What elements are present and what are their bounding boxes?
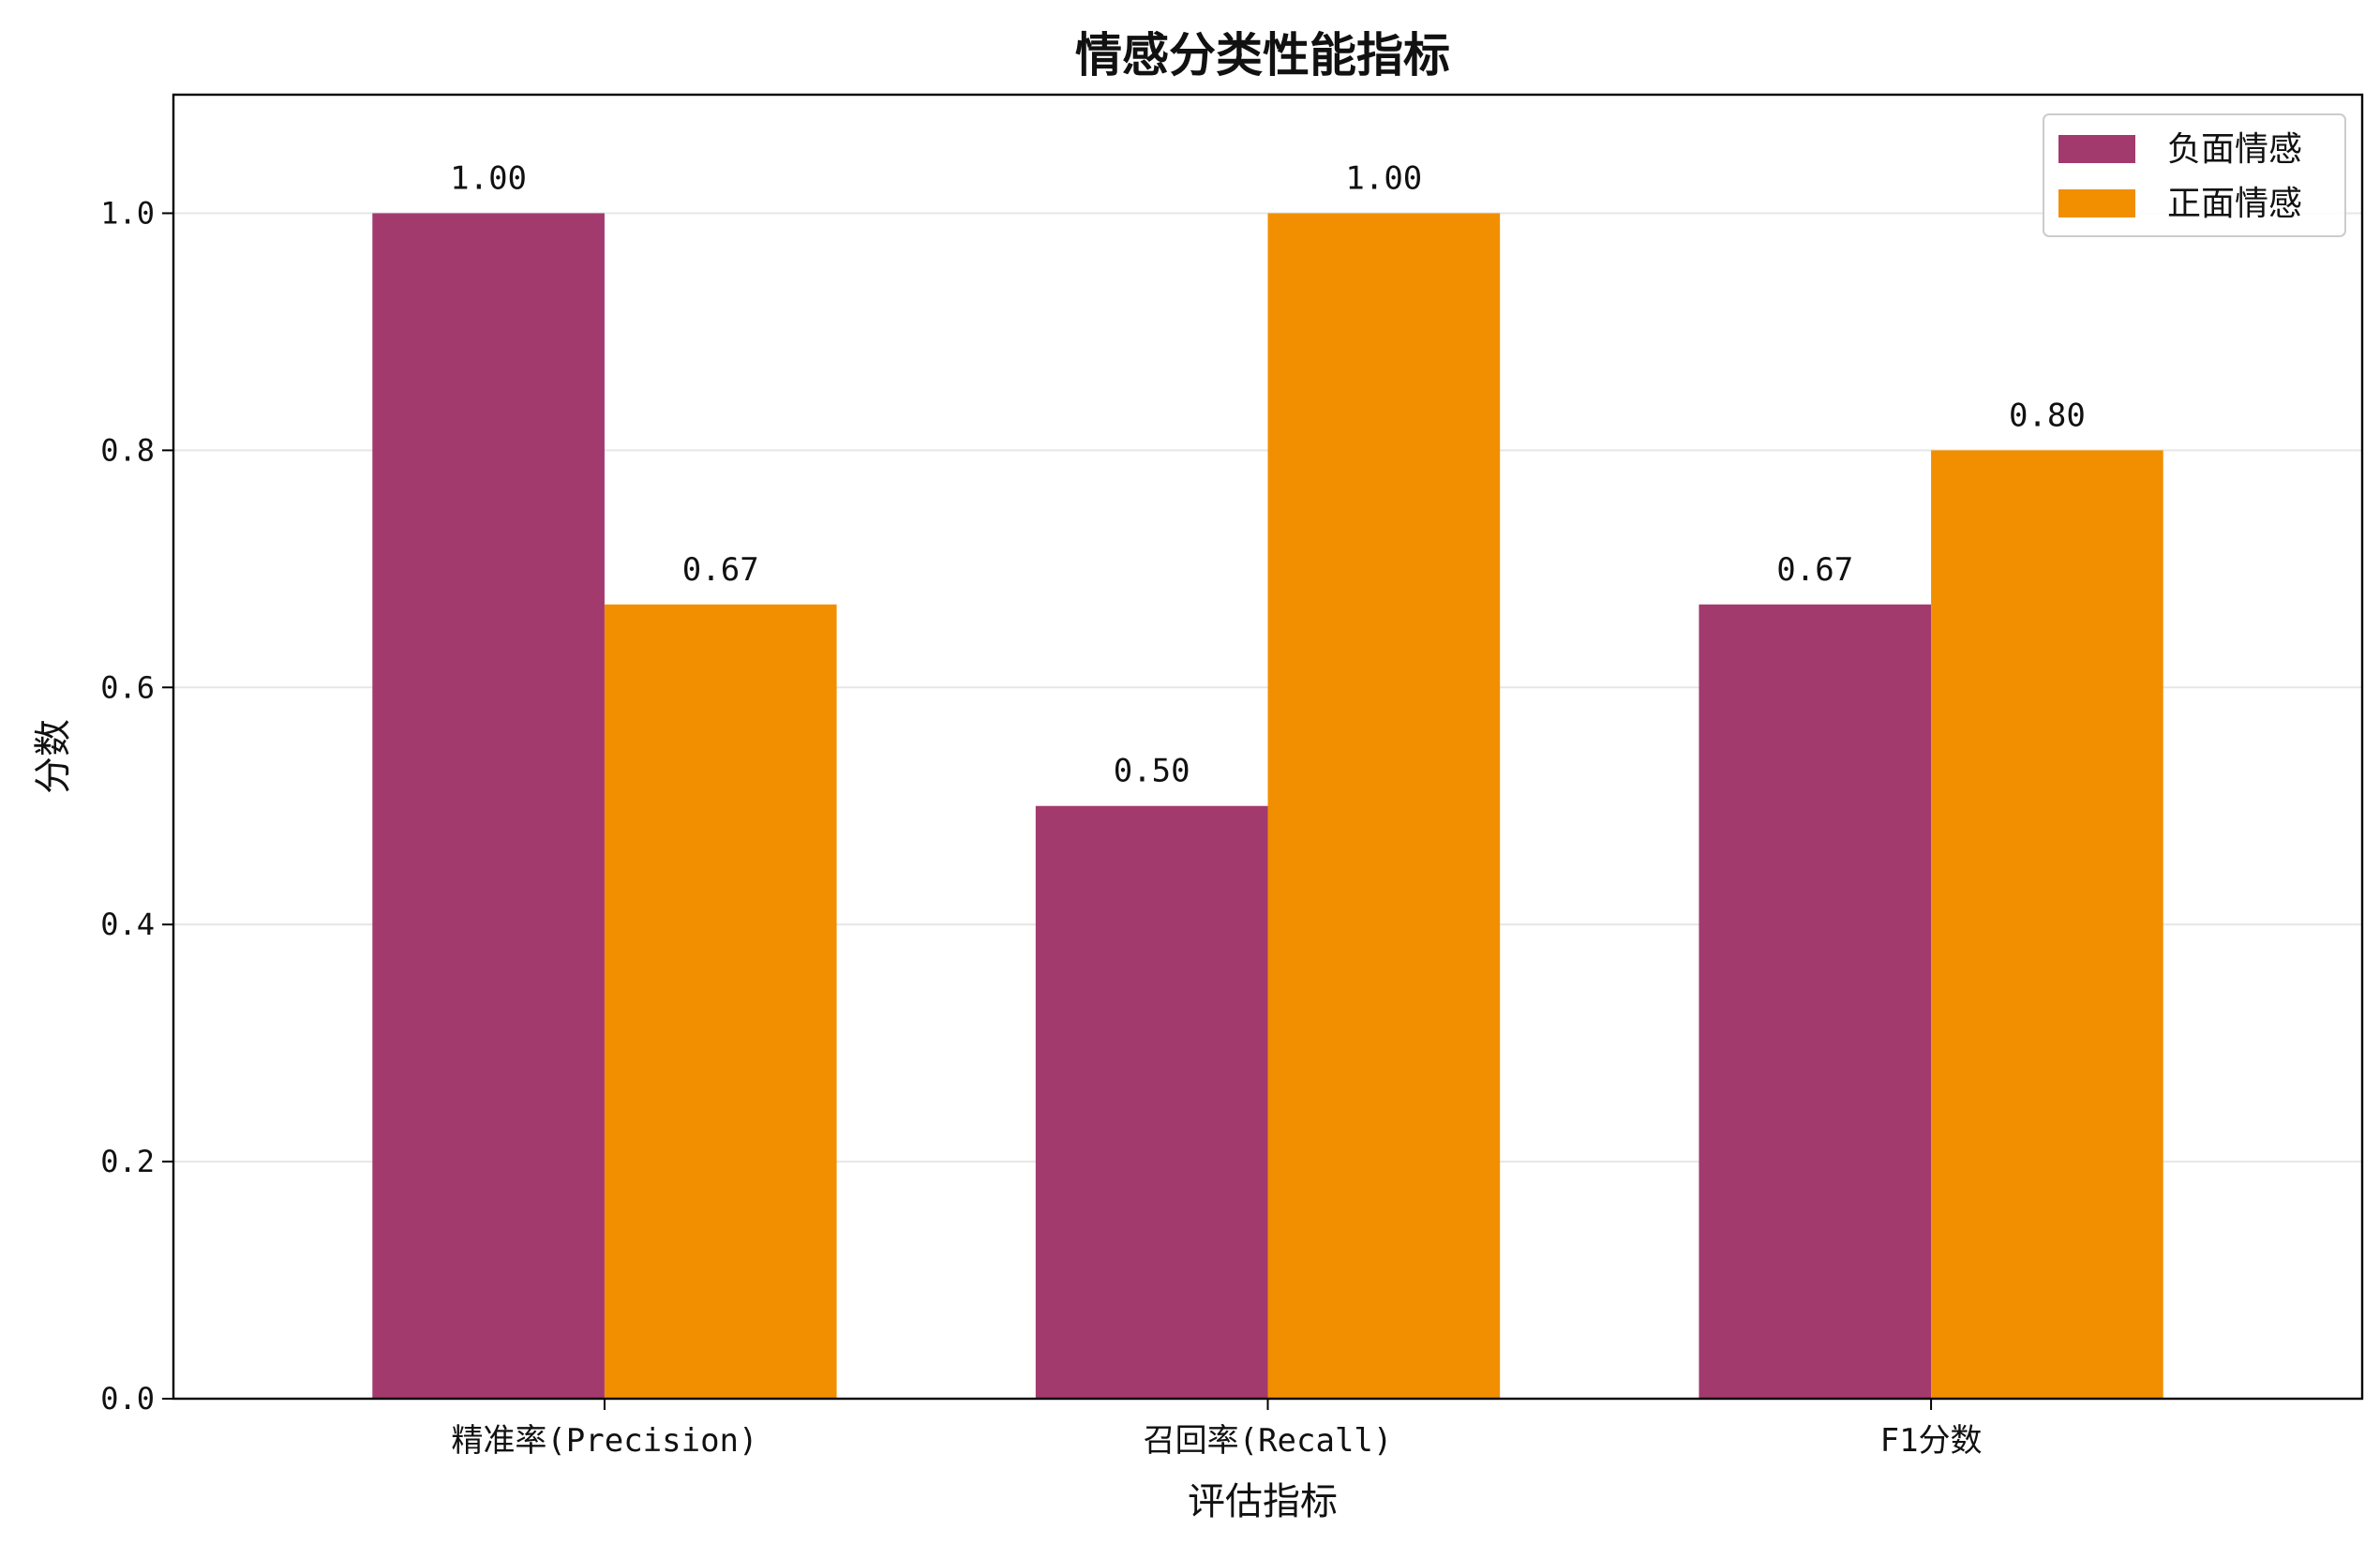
- bar-value-label: 0.67: [1776, 551, 1853, 589]
- y-tick-label: 0.4: [100, 907, 155, 942]
- x-axis-ticks: 精准率(Precision) 召回率(Recall) F1分数: [451, 1399, 1983, 1460]
- y-tick-label: 0.8: [100, 432, 155, 468]
- y-tick-label: 1.0: [100, 195, 155, 231]
- bar-value-label: 0.67: [682, 551, 759, 589]
- bar-value-label: 1.00: [450, 159, 527, 197]
- chart-title: 情感分类性能指标: [1075, 28, 1450, 82]
- data-labels: 1.00 0.50 0.67 0.67 1.00 0.80: [450, 159, 2086, 789]
- bar-value-label: 1.00: [1345, 159, 1422, 197]
- legend: 负面情感 正面情感: [2043, 113, 2346, 237]
- bar-value-label: 0.80: [2009, 397, 2086, 434]
- x-tick-label: 召回率(Recall): [1144, 1422, 1393, 1460]
- bar: [1931, 450, 2163, 1399]
- legend-swatch-positive: [2058, 189, 2135, 217]
- bars: [372, 213, 2163, 1399]
- x-tick-label: 精准率(Precision): [451, 1422, 757, 1460]
- bar: [1035, 805, 1268, 1399]
- bar-value-label: 0.50: [1114, 753, 1190, 790]
- legend-label-positive: 正面情感: [2167, 185, 2302, 223]
- bar: [372, 213, 605, 1399]
- legend-label-negative: 负面情感: [2167, 130, 2302, 169]
- legend-swatch-negative: [2058, 135, 2135, 163]
- y-tick-label: 0.0: [100, 1381, 155, 1417]
- y-tick-label: 0.2: [100, 1144, 155, 1179]
- x-tick-label: F1分数: [1880, 1422, 1983, 1460]
- y-tick-label: 0.6: [100, 669, 155, 705]
- y-axis-label: 分数: [32, 719, 75, 794]
- bar: [1267, 213, 1501, 1399]
- bar: [1699, 604, 1932, 1399]
- bar: [604, 604, 837, 1399]
- y-axis-ticks: 0.0 0.2 0.4 0.6 0.8 1.0: [100, 195, 173, 1417]
- x-axis-label: 评估指标: [1188, 1480, 1338, 1523]
